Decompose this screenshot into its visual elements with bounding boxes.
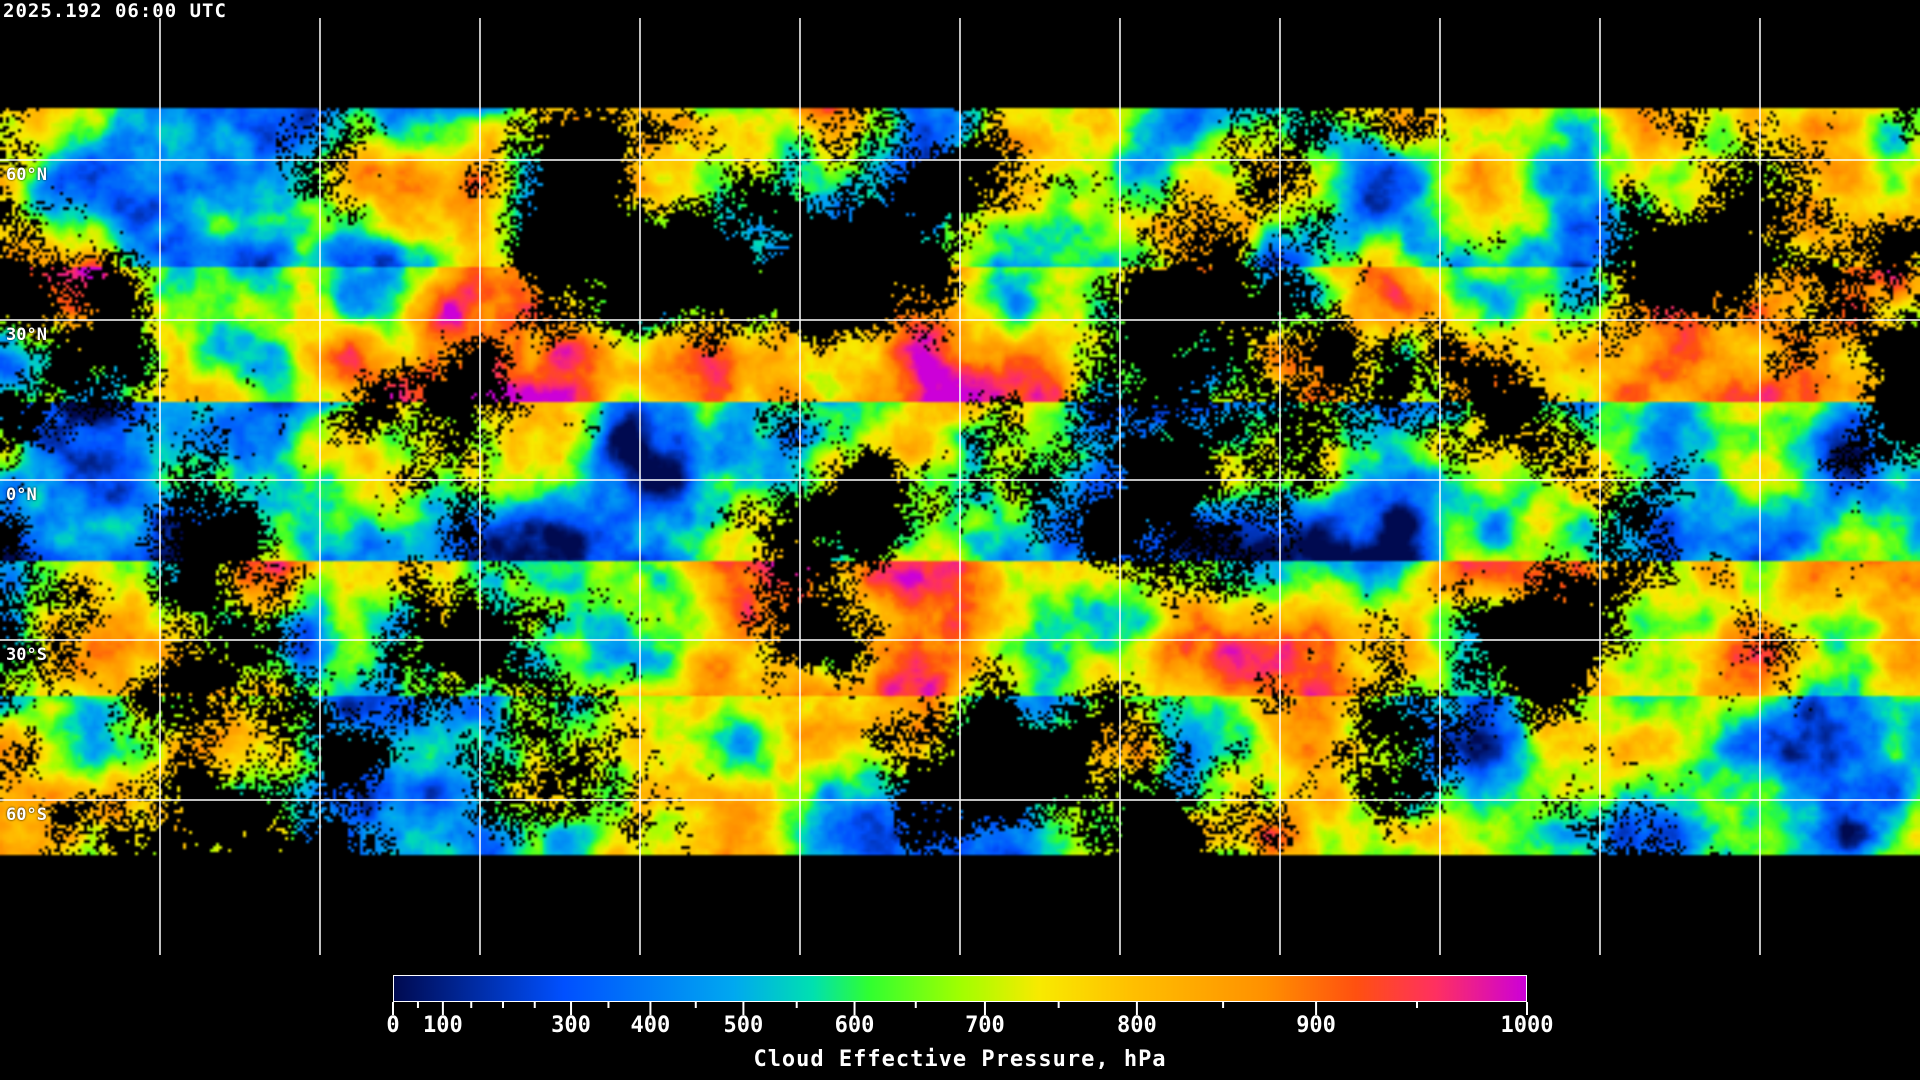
cloud-pressure-map: 2025.192 06:00 UTC 60°N 30°N 0°N 30°S 60… [0, 0, 1920, 960]
colorbar-tick-label: 300 [551, 1013, 591, 1038]
colorbar-tick-label: 800 [1117, 1013, 1157, 1038]
lat-label-30n: 30°N [6, 325, 47, 345]
colorbar-tick-label: 600 [834, 1013, 875, 1038]
lat-label-0n: 0°N [6, 485, 37, 505]
lat-label-60s: 60°S [6, 805, 47, 825]
lat-label-30s: 30°S [6, 645, 47, 665]
colorbar-tick-label: 1000 [1500, 1013, 1554, 1038]
colorbar-title: Cloud Effective Pressure, hPa [753, 1047, 1167, 1072]
lat-lon-grid [0, 18, 1920, 955]
colorbar-tick-label: 500 [723, 1013, 764, 1038]
colorbar-tick-label: 400 [630, 1013, 671, 1038]
timestamp-title: 2025.192 06:00 UTC [3, 0, 227, 22]
lat-label-60n: 60°N [6, 165, 47, 185]
colorbar-tick-label: 0 [386, 1013, 400, 1038]
colorbar [393, 975, 1527, 1002]
colorbar-tick-label: 900 [1296, 1013, 1336, 1038]
colorbar-tick-label: 700 [965, 1013, 1005, 1038]
colorbar-tick-label: 100 [423, 1013, 463, 1038]
